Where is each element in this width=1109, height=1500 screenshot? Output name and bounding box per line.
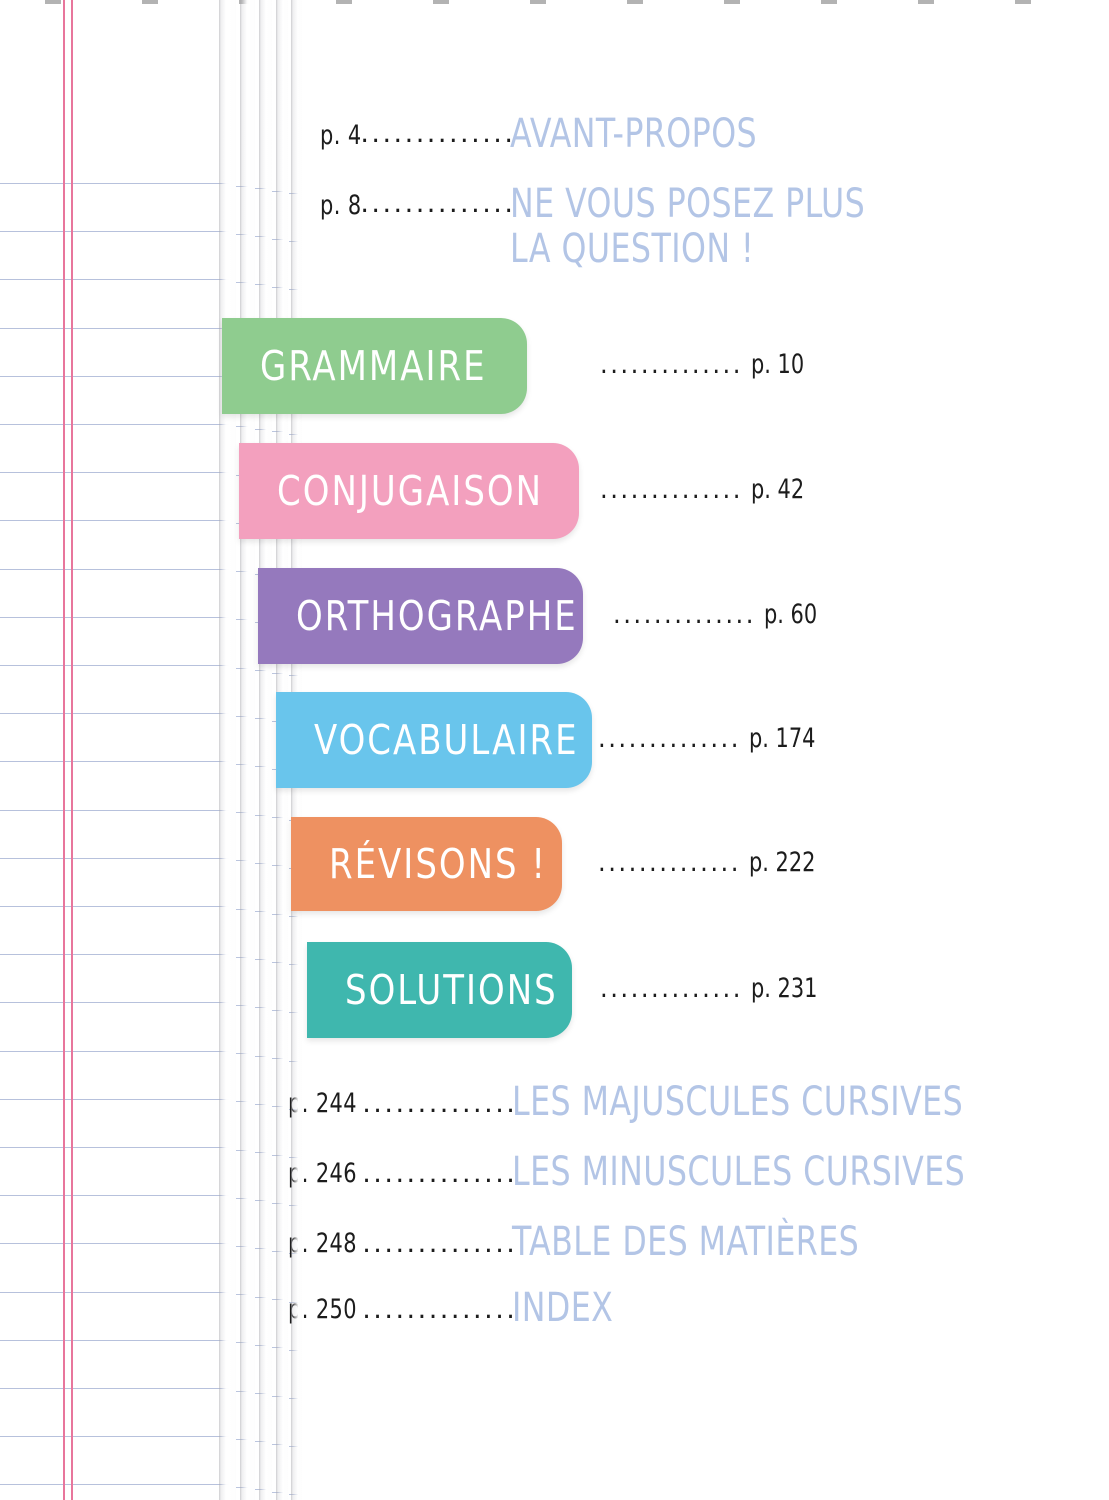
perforation-tick bbox=[1015, 0, 1031, 4]
section-tab-label: ORTHOGRAPHE bbox=[296, 592, 578, 640]
ruled-line bbox=[0, 954, 230, 955]
page-edge-shade bbox=[240, 0, 255, 1500]
leader-dots: .............. bbox=[360, 118, 516, 149]
ruled-line bbox=[0, 279, 230, 280]
section-tab-r-visons[interactable]: RÉVISONS ! bbox=[291, 817, 562, 911]
page-edge bbox=[240, 0, 255, 1500]
section-tab-page-entry[interactable]: .............. p. 222 bbox=[598, 847, 826, 878]
toc-title[interactable]: AVANT-PROPOS bbox=[510, 111, 758, 157]
toc-row[interactable]: p. 8 .............. bbox=[320, 190, 515, 221]
perforation-tick bbox=[918, 0, 934, 4]
ruled-line bbox=[0, 231, 230, 232]
toc-row[interactable]: p. 244.............. bbox=[288, 1088, 517, 1119]
page-edge bbox=[219, 0, 236, 1500]
leader-dots: .............. bbox=[360, 188, 516, 219]
leader-dots: .............. bbox=[598, 723, 741, 754]
page-number: p. 60 bbox=[763, 599, 818, 630]
page-number: p. 8 bbox=[320, 190, 362, 221]
toc-title[interactable]: LES MINUSCULES CURSIVES bbox=[512, 1149, 966, 1195]
section-tab-solutions[interactable]: SOLUTIONS bbox=[307, 942, 572, 1038]
perforation-tick bbox=[821, 0, 837, 4]
section-tab-page-entry[interactable]: .............. p. 42 bbox=[600, 474, 813, 505]
leader-dots: .............. bbox=[613, 599, 756, 630]
section-tab-label: CONJUGAISON bbox=[277, 467, 544, 515]
margin-rule-inner bbox=[71, 0, 73, 1500]
section-tab-label: RÉVISONS ! bbox=[329, 840, 548, 888]
perforation-tick bbox=[45, 0, 61, 4]
ruled-line bbox=[0, 1147, 230, 1148]
section-tab-page-entry[interactable]: .............. p. 231 bbox=[600, 973, 828, 1004]
ruled-line bbox=[0, 472, 230, 473]
ruled-line bbox=[0, 183, 230, 184]
ruled-line bbox=[0, 376, 230, 377]
section-tab-vocabulaire[interactable]: VOCABULAIRE bbox=[276, 692, 592, 788]
ruled-line bbox=[0, 713, 230, 714]
page-number: p. 4 bbox=[320, 120, 362, 151]
ruled-line bbox=[0, 1051, 230, 1052]
section-tab-page-entry[interactable]: .............. p. 174 bbox=[598, 723, 826, 754]
ruled-line bbox=[0, 1484, 230, 1485]
perforation-tick bbox=[142, 0, 158, 4]
notebook-paper bbox=[0, 0, 230, 1500]
ruled-line bbox=[0, 328, 230, 329]
leader-dots: .............. bbox=[598, 847, 741, 878]
perforation-tick bbox=[530, 0, 546, 4]
page-number: p. 42 bbox=[750, 474, 805, 505]
ruled-line bbox=[0, 1002, 230, 1003]
ruled-line bbox=[0, 858, 230, 859]
section-tab-label: GRAMMAIRE bbox=[260, 342, 487, 390]
section-tab-page-entry[interactable]: .............. p. 60 bbox=[613, 599, 826, 630]
page-number: p. 231 bbox=[750, 973, 818, 1004]
section-tab-orthographe[interactable]: ORTHOGRAPHE bbox=[258, 568, 583, 664]
page-edge-shade bbox=[259, 0, 272, 1500]
section-tab-label: VOCABULAIRE bbox=[314, 716, 579, 764]
ruled-line bbox=[0, 1243, 230, 1244]
ruled-line bbox=[0, 1340, 230, 1341]
perforation-tick bbox=[724, 0, 740, 4]
leader-dots: .............. bbox=[362, 1294, 518, 1325]
toc-title[interactable]: NE VOUS POSEZ PLUS LA QUESTION ! bbox=[510, 181, 866, 272]
toc-title[interactable]: LES MAJUSCULES CURSIVES bbox=[512, 1079, 964, 1125]
leader-dots: .............. bbox=[362, 1228, 518, 1259]
leader-dots: .............. bbox=[600, 349, 743, 380]
leader-dots: .............. bbox=[600, 474, 743, 505]
section-tab-grammaire[interactable]: GRAMMAIRE bbox=[222, 318, 527, 414]
toc-row[interactable]: p. 250.............. bbox=[288, 1294, 517, 1325]
toc-row[interactable]: p. 248.............. bbox=[288, 1228, 517, 1259]
ruled-line bbox=[0, 906, 230, 907]
ruled-line bbox=[0, 665, 230, 666]
page-edge bbox=[259, 0, 272, 1500]
page-number: p. 222 bbox=[748, 847, 816, 878]
page-number: p. 10 bbox=[750, 349, 805, 380]
perforation-tick bbox=[433, 0, 449, 4]
ruled-line bbox=[0, 810, 230, 811]
ruled-line bbox=[0, 1436, 230, 1437]
toc-title[interactable]: TABLE DES MATIÈRES bbox=[512, 1219, 860, 1265]
perforation-tick bbox=[336, 0, 352, 4]
ruled-line bbox=[0, 1292, 230, 1293]
toc-title[interactable]: INDEX bbox=[512, 1285, 614, 1331]
margin-rule-outer bbox=[63, 0, 65, 1500]
ruled-line bbox=[0, 761, 230, 762]
section-tab-page-entry[interactable]: .............. p. 10 bbox=[600, 349, 813, 380]
toc-row[interactable]: p. 4 .............. bbox=[320, 120, 515, 151]
ruled-line bbox=[0, 1195, 230, 1196]
ruled-line bbox=[0, 617, 230, 618]
perforation-tick bbox=[627, 0, 643, 4]
page-edge-shade bbox=[219, 0, 236, 1500]
leader-dots: .............. bbox=[600, 973, 743, 1004]
ruled-line bbox=[0, 424, 230, 425]
page-number: p. 174 bbox=[748, 723, 816, 754]
ruled-line bbox=[0, 1099, 230, 1100]
leader-dots: .............. bbox=[362, 1088, 518, 1119]
ruled-line bbox=[0, 520, 230, 521]
section-tab-label: SOLUTIONS bbox=[345, 966, 558, 1014]
ruled-line bbox=[0, 569, 230, 570]
leader-dots: .............. bbox=[362, 1158, 518, 1189]
ruled-line bbox=[0, 1388, 230, 1389]
toc-row[interactable]: p. 246.............. bbox=[288, 1158, 517, 1189]
section-tab-conjugaison[interactable]: CONJUGAISON bbox=[239, 443, 579, 539]
